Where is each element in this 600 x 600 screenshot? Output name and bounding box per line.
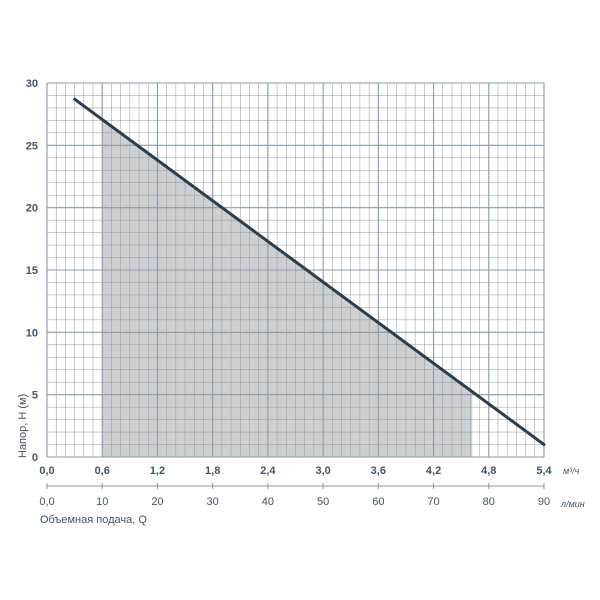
x2-unit-label: л/мин	[560, 499, 585, 509]
y-tick-label: 25	[26, 140, 38, 152]
x-tick-label: 3,0	[315, 465, 330, 477]
y-tick-label: 15	[26, 265, 38, 277]
x2-tick-label: 40	[262, 496, 274, 508]
x2-tick-label: 70	[427, 496, 439, 508]
y-tick-label: 30	[26, 78, 38, 90]
x2-tick-labels: 0,0 10 20 30 40 50 60 70 80 90	[39, 483, 550, 508]
x-tick-labels: 0,0 0,6 1,2 1,8 2,4 3,0 3,6 4,2 4,8 5,4	[39, 465, 552, 477]
x2-tick-label: 0,0	[39, 496, 54, 508]
x-unit-label: м³/ч	[563, 466, 580, 476]
pump-curve-line	[73, 97, 546, 447]
recommended-range-fill	[102, 119, 473, 458]
x-tick-label: 0,6	[95, 465, 110, 477]
x2-tick-label: 20	[151, 496, 163, 508]
x2-tick-label: 30	[207, 496, 219, 508]
x-tick-label: 1,8	[205, 465, 220, 477]
x-tick-label: 4,2	[426, 465, 441, 477]
curve-layer	[73, 97, 546, 447]
x-tick-label: 3,6	[371, 465, 386, 477]
x-tick-label: 0,0	[39, 465, 54, 477]
x2-tick-label: 60	[372, 496, 384, 508]
y-tick-label: 10	[26, 327, 38, 339]
x2-tick-label: 80	[483, 496, 495, 508]
y-tick-label: 5	[32, 390, 38, 402]
grid	[46, 82, 545, 458]
x2-tick-label: 90	[538, 496, 550, 508]
recommended-operating-area	[102, 119, 473, 458]
y-tick-labels: 0 5 10 15 20 25 30	[26, 78, 38, 464]
x-tick-label: 4,8	[481, 465, 496, 477]
y-axis-label: Напор, Н (м)	[17, 394, 29, 458]
y-tick-label: 20	[26, 203, 38, 215]
x2-tick-label: 50	[317, 496, 329, 508]
y-tick-label: 0	[32, 452, 38, 464]
x-axis-label: Объемная подача, Q	[40, 514, 147, 526]
x2-tick-label: 10	[96, 496, 108, 508]
x-tick-label: 2,4	[260, 465, 276, 477]
x-tick-label: 5,4	[536, 465, 552, 477]
x-tick-label: 1,2	[150, 465, 165, 477]
